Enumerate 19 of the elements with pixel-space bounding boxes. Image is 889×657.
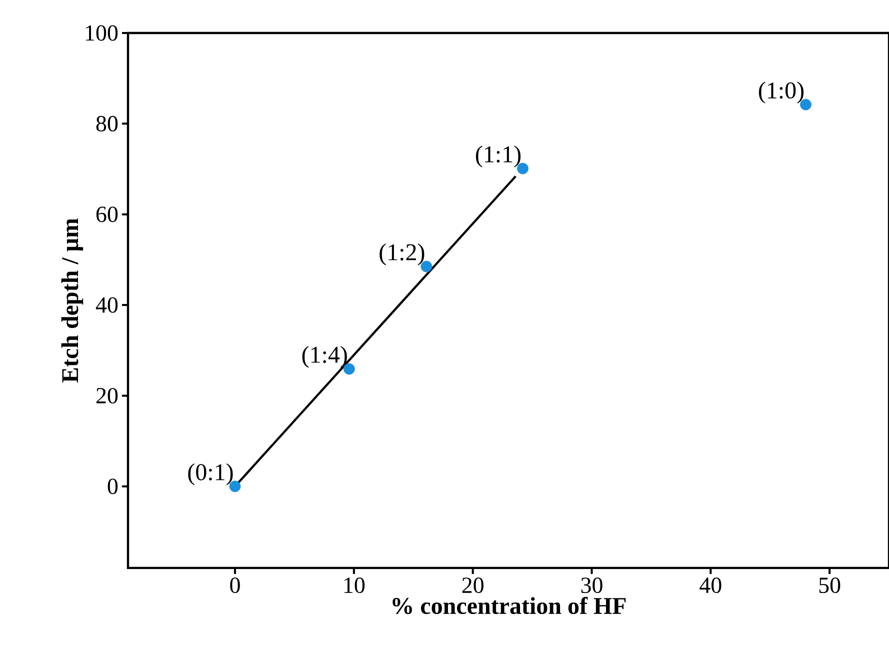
x-tick-label: 10 (344, 578, 365, 594)
x-tick-label: 40 (700, 578, 722, 594)
x-tick-label: 0 (230, 578, 240, 594)
annotation: (1:1) (476, 146, 521, 168)
y-tick-label: 40 (96, 297, 118, 313)
y-tick-label: 20 (96, 388, 118, 404)
x-tick-label: 20 (462, 578, 484, 594)
annotation: (1:4) (302, 346, 347, 368)
x-tick-label: 50 (819, 578, 840, 594)
annotation: (1:2) (380, 244, 424, 266)
y-tick-label: 100 (86, 25, 118, 41)
y-tick-label: 60 (96, 206, 118, 222)
annotation: (1:0) (758, 82, 804, 104)
y-tick-label: 80 (96, 116, 118, 132)
y-axis-title: Etch depth / μm (61, 218, 84, 383)
annotation: (0:1) (188, 463, 233, 486)
x-tick-label: 30 (581, 578, 602, 594)
x-axis-title: % concentration of HF (392, 596, 626, 614)
y-tick-label: 0 (108, 478, 118, 494)
